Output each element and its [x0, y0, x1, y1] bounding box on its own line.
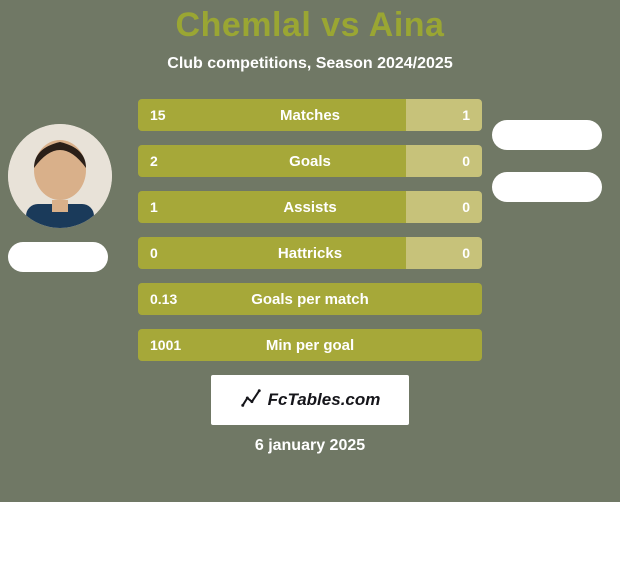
page-subtitle: Club competitions, Season 2024/2025 — [0, 55, 620, 73]
player-left-block — [8, 124, 112, 272]
page-title: Chemlal vs Aina — [0, 0, 620, 45]
stat-bar-left: 1001 — [138, 329, 482, 361]
stat-bar-right: 0 — [406, 191, 482, 223]
stat-value-right: 0 — [462, 245, 470, 261]
stat-row: 0.13Goals per match — [138, 283, 482, 315]
stats-list: 151Matches20Goals10Assists00Hattricks0.1… — [138, 99, 482, 361]
stat-value-left: 1001 — [150, 337, 181, 353]
stat-bar-right: 0 — [406, 237, 482, 269]
branding-badge: FcTables.com — [211, 375, 409, 425]
stat-bar-left: 15 — [138, 99, 406, 131]
stat-value-left: 1 — [150, 199, 158, 215]
stat-row: 1001Min per goal — [138, 329, 482, 361]
stat-value-left: 0 — [150, 245, 158, 261]
stat-value-right: 1 — [462, 107, 470, 123]
player-left-club-logo — [8, 242, 108, 272]
stat-bar-left: 1 — [138, 191, 406, 223]
stat-row: 00Hattricks — [138, 237, 482, 269]
stat-value-right: 0 — [462, 153, 470, 169]
stat-row: 151Matches — [138, 99, 482, 131]
stat-bar-left: 2 — [138, 145, 406, 177]
stat-value-left: 15 — [150, 107, 166, 123]
stat-value-left: 0.13 — [150, 291, 177, 307]
infographic-card: Chemlal vs Aina Club competitions, Seaso… — [0, 0, 620, 502]
date-text: 6 january 2025 — [0, 437, 620, 455]
branding-text: FcTables.com — [268, 390, 381, 410]
stat-value-left: 2 — [150, 153, 158, 169]
chart-icon — [240, 387, 262, 414]
stat-row: 20Goals — [138, 145, 482, 177]
player-right-block — [492, 120, 602, 202]
stat-bar-right: 0 — [406, 145, 482, 177]
avatar-placeholder-top — [492, 120, 602, 150]
stat-row: 10Assists — [138, 191, 482, 223]
player-left-avatar — [8, 124, 112, 228]
stat-bar-right: 1 — [406, 99, 482, 131]
stat-bar-left: 0 — [138, 237, 406, 269]
stat-bar-left: 0.13 — [138, 283, 482, 315]
stat-value-right: 0 — [462, 199, 470, 215]
player-right-club-logo — [492, 172, 602, 202]
